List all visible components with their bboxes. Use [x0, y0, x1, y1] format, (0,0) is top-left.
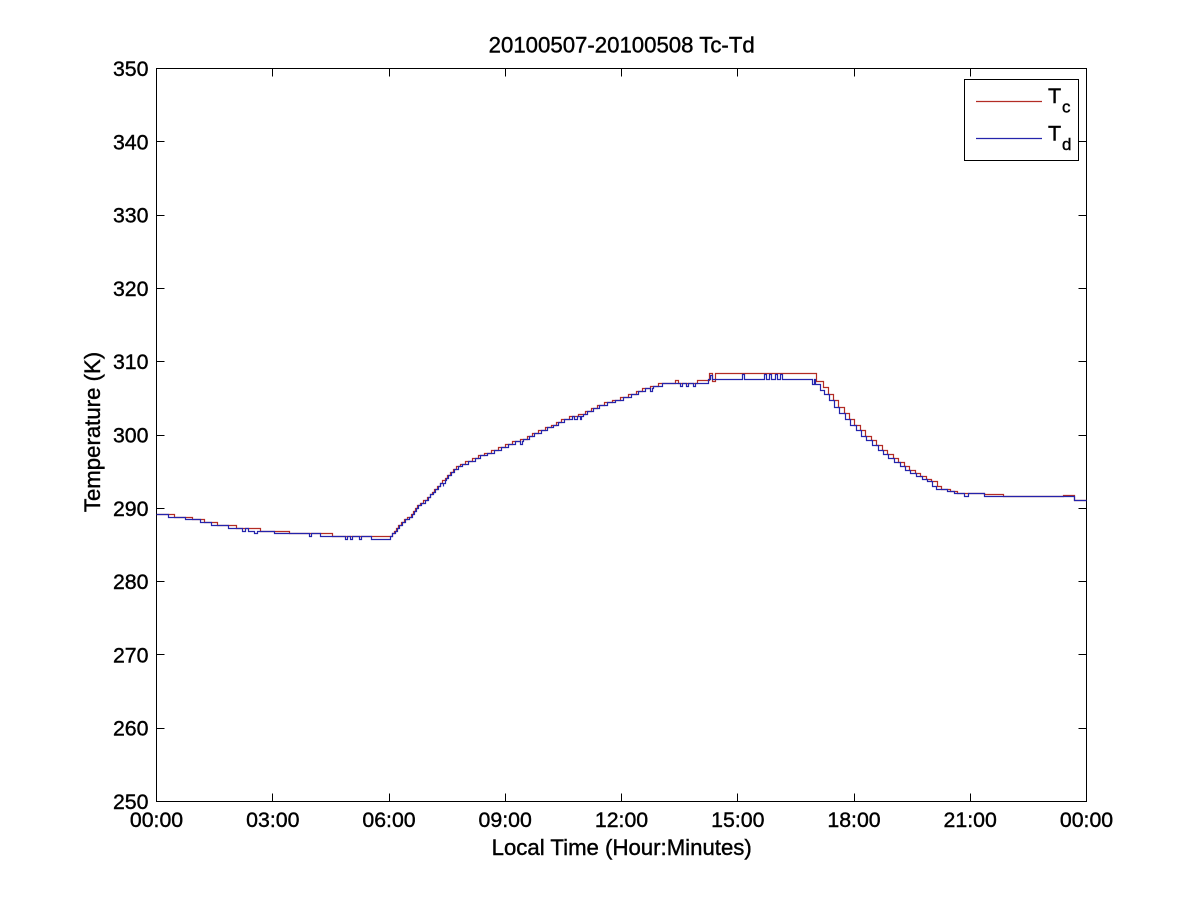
svg-text:20100507-20100508 Tc-Td: 20100507-20100508 Tc-Td: [489, 33, 755, 58]
svg-text:21:00: 21:00: [944, 808, 997, 832]
svg-text:15:00: 15:00: [711, 808, 764, 832]
svg-text:18:00: 18:00: [827, 808, 880, 832]
svg-text:00:00: 00:00: [130, 808, 183, 832]
svg-text:330: 330: [113, 204, 149, 228]
svg-text:250: 250: [113, 790, 149, 814]
svg-text:c: c: [1062, 98, 1071, 117]
svg-text:290: 290: [113, 497, 149, 521]
svg-text:280: 280: [113, 570, 149, 594]
svg-text:310: 310: [113, 350, 149, 374]
svg-text:12:00: 12:00: [595, 808, 648, 832]
svg-text:T: T: [1048, 84, 1061, 108]
svg-text:260: 260: [113, 717, 149, 741]
svg-text:320: 320: [113, 277, 149, 301]
svg-text:Local Time (Hour:Minutes): Local Time (Hour:Minutes): [492, 835, 752, 860]
svg-text:00:00: 00:00: [1060, 808, 1113, 832]
svg-text:Temperature (K): Temperature (K): [80, 352, 105, 512]
svg-text:d: d: [1062, 135, 1071, 154]
svg-text:300: 300: [113, 424, 149, 448]
svg-text:06:00: 06:00: [362, 808, 415, 832]
svg-text:340: 340: [113, 130, 149, 154]
svg-text:03:00: 03:00: [246, 808, 299, 832]
svg-text:T: T: [1048, 122, 1061, 146]
svg-text:350: 350: [113, 57, 149, 81]
svg-text:270: 270: [113, 643, 149, 667]
svg-text:09:00: 09:00: [479, 808, 532, 832]
